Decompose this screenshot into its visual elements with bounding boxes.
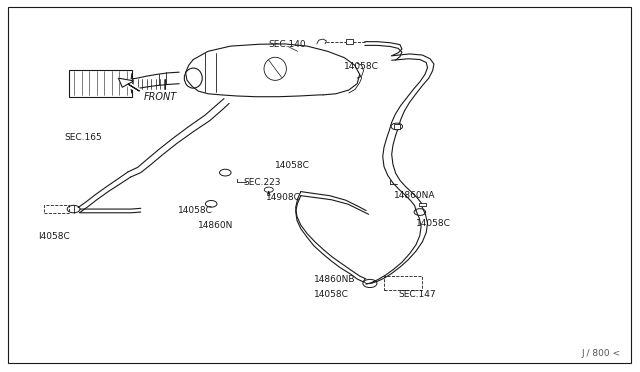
Text: 14860NA: 14860NA (394, 191, 435, 200)
Bar (419, 203, 426, 206)
FancyArrow shape (118, 78, 141, 92)
Bar (346, 39, 353, 44)
Text: J / 800 <: J / 800 < (582, 349, 621, 358)
Text: 14058C: 14058C (178, 206, 212, 215)
Text: FRONT: FRONT (144, 92, 177, 102)
Text: 14860NB: 14860NB (314, 275, 355, 284)
Bar (384, 276, 422, 290)
Text: l4058C: l4058C (38, 232, 70, 241)
Text: SEC.147: SEC.147 (398, 290, 436, 299)
Bar (394, 124, 400, 129)
Text: 14908C: 14908C (266, 193, 300, 202)
Text: 14058C: 14058C (344, 62, 379, 71)
Text: 14058C: 14058C (275, 161, 310, 170)
Text: SEC.165: SEC.165 (64, 133, 102, 142)
Text: 14058C: 14058C (416, 219, 451, 228)
Bar (44, 205, 69, 213)
Text: SEC.140: SEC.140 (269, 40, 307, 49)
Text: 14860N: 14860N (198, 221, 234, 230)
Bar (69, 70, 132, 97)
Text: SEC.223: SEC.223 (243, 178, 281, 187)
Text: 14058C: 14058C (314, 290, 348, 299)
